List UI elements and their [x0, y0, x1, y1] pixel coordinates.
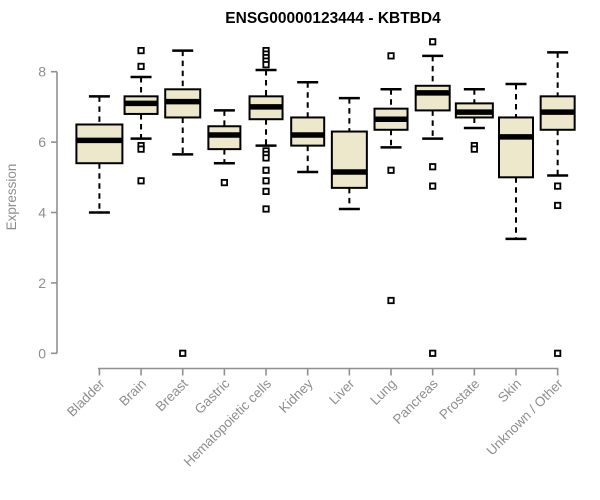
x-tick-label: Lung: [367, 376, 399, 408]
x-tick-label: Prostate: [436, 376, 482, 422]
outlier-point: [262, 61, 270, 69]
x-tick-label: Bladder: [64, 376, 108, 420]
boxplot-liver: [330, 96, 368, 211]
outlier-point: [262, 154, 270, 162]
boxplot-breast: [164, 49, 202, 357]
x-tick-label: Breast: [153, 376, 191, 414]
outlier-point: [554, 201, 562, 210]
boxplot-skin: [498, 82, 534, 241]
outlier-point: [137, 145, 145, 153]
iqr-box: [498, 116, 534, 179]
boxplot-bladder: [75, 95, 124, 214]
boxplot-prostate: [454, 88, 494, 153]
y-tick-label: 8: [38, 64, 46, 80]
x-tick-label: Brain: [116, 376, 149, 409]
outlier-point: [554, 349, 562, 357]
y-tick-label: 4: [38, 205, 46, 221]
boxplot-pancreas: [414, 38, 451, 357]
outlier-point: [387, 166, 395, 174]
y-tick-label: 6: [38, 134, 46, 150]
y-axis-title: Expression: [4, 164, 19, 231]
x-tick-label: Skin: [495, 376, 524, 405]
x-tick-label: Gastric: [192, 376, 233, 417]
y-tick-label: 0: [38, 345, 46, 361]
boxplot-lung: [373, 52, 409, 305]
x-tick-label: Liver: [326, 376, 358, 408]
outlier-point: [429, 163, 437, 171]
outlier-point: [387, 296, 395, 305]
iqr-box: [330, 130, 368, 189]
outlier-point: [429, 349, 437, 357]
outlier-point: [262, 205, 270, 213]
chart-title: ENSG00000123444 - KBTBD4: [225, 10, 441, 27]
outlier-point: [179, 349, 187, 357]
boxplot-unknown-other: [539, 51, 576, 357]
boxplot-gastric: [207, 109, 242, 187]
outlier-point: [220, 178, 228, 187]
outlier-point: [262, 177, 270, 185]
x-tick-label: Pancreas: [390, 376, 441, 427]
boxplots-layer: [75, 38, 576, 357]
x-tick-label: Kidney: [276, 376, 316, 416]
outlier-point: [387, 52, 395, 60]
boxplot-kidney: [290, 81, 326, 174]
outlier-point: [429, 38, 437, 46]
outlier-point: [137, 46, 145, 55]
outlier-point: [137, 177, 145, 185]
iqr-box: [75, 123, 124, 165]
iqr-box: [414, 84, 451, 112]
x-tick-label: Unknown / Other: [484, 376, 567, 459]
outlier-point: [137, 62, 145, 71]
outlier-point: [429, 182, 437, 190]
outlier-point: [554, 182, 562, 190]
iqr-box: [290, 116, 326, 147]
outlier-point: [262, 166, 270, 174]
outlier-point: [470, 145, 478, 153]
boxplot-hematopoietic-cells: [248, 46, 284, 213]
outlier-point: [262, 187, 270, 195]
y-tick-label: 2: [38, 275, 46, 291]
boxplot-brain: [123, 46, 159, 185]
